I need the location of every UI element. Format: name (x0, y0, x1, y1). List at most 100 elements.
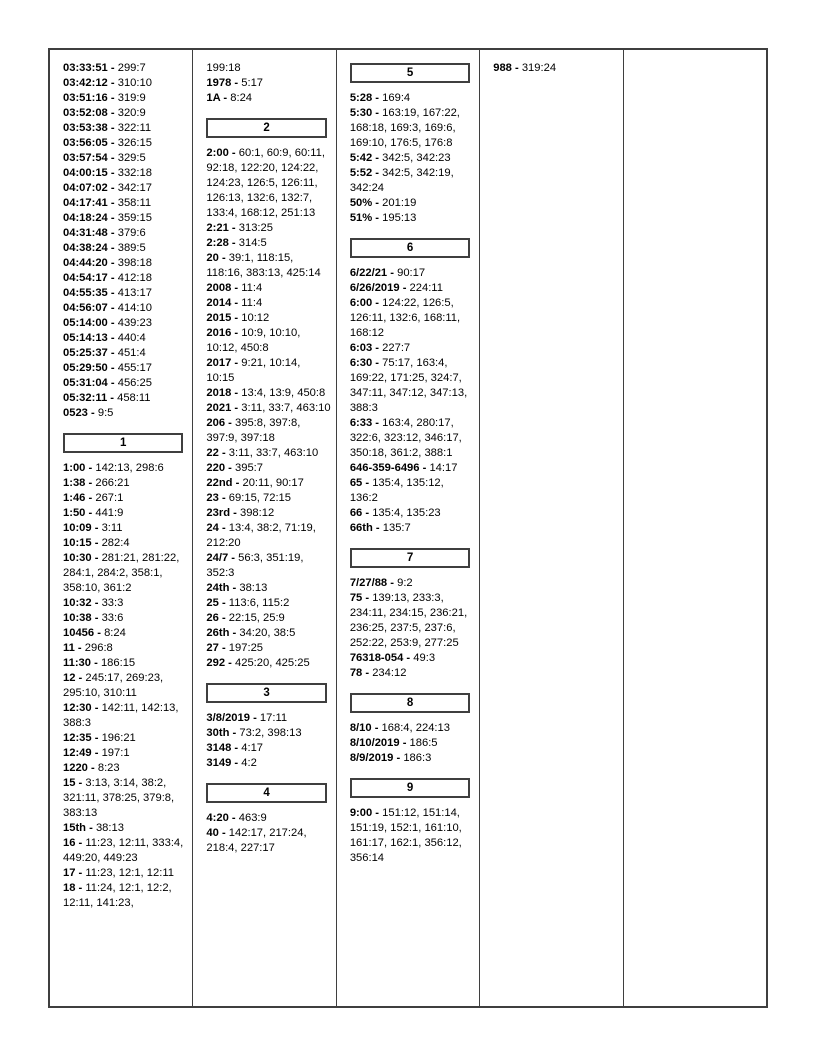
index-entry: 6:33 - 163:4, 280:17, 322:6, 323:12, 346… (349, 417, 462, 459)
index-entry: 1:50 - 441:9 (63, 507, 124, 519)
index-term: 22 - (206, 447, 229, 459)
index-term: 04:17:41 - (63, 197, 118, 209)
index-entry: 22 - 3:11, 33:7, 463:10 (206, 447, 319, 459)
index-term: 2:21 - (206, 222, 239, 234)
index-entry: 04:17:41 - 358:11 (63, 197, 152, 209)
index-entry: 4:20 - 463:9 (206, 812, 267, 824)
index-entry: 03:53:38 - 322:11 (63, 122, 152, 134)
index-term: 66 - (349, 507, 373, 519)
index-term: 03:53:38 - (63, 122, 118, 134)
index-term: 03:56:05 - (63, 137, 118, 149)
index-entry: 04:31:48 - 379:6 (63, 227, 146, 239)
index-entry: 03:52:08 - 320:9 (63, 107, 146, 119)
index-term: 6/26/2019 - (349, 282, 410, 294)
section-header-box: 7 (349, 548, 471, 568)
index-term: 18 - (63, 882, 86, 894)
index-term: 2021 - (206, 402, 242, 414)
index-entry: 2018 - 13:4, 13:9, 450:8 (206, 387, 326, 399)
index-entry: 1220 - 8:23 (63, 762, 120, 774)
index-term: 12:30 - (63, 702, 102, 714)
index-entry: 05:14:00 - 439:23 (63, 317, 152, 329)
index-entry: 75 - 139:13, 233:3, 234:11, 234:15, 236:… (349, 592, 468, 649)
index-entry: 11:30 - 186:15 (63, 657, 136, 669)
index-term: 03:33:51 - (63, 62, 118, 74)
index-entry: 40 - 142:17, 217:24, 218:4, 227:17 (206, 827, 307, 854)
index-entry: 7/27/88 - 9:2 (349, 577, 413, 589)
index-entry: 24 - 13:4, 38:2, 71:19, 212:20 (206, 522, 316, 549)
index-term: 5:30 - (349, 107, 383, 119)
index-term: 25 - (206, 597, 229, 609)
section-header-box: 2 (206, 118, 327, 138)
index-column-3: 5 5:28 - 169:4 5:30 - 163:19, 167:22, 168:… (337, 50, 481, 1006)
index-entry: 2017 - 9:21, 10:14, 10:15 (206, 357, 301, 384)
index-entry: 15 - 3:13, 3:14, 38:2, 321:11, 378:25, 3… (63, 777, 175, 819)
index-term: 05:31:04 - (63, 377, 118, 389)
index-entry: 26th - 34:20, 38:5 (206, 627, 296, 639)
index-entry: 17 - 11:23, 12:1, 12:11 (63, 867, 174, 879)
index-entry: 2015 - 10:12 (206, 312, 270, 324)
index-term: 8/10 - (349, 722, 382, 734)
index-term: 0523 - (63, 407, 98, 419)
index-term: 3/8/2019 - (206, 712, 260, 724)
index-entry: 10:15 - 282:4 (63, 537, 130, 549)
index-term: 2008 - (206, 282, 242, 294)
index-term: 30th - (206, 727, 240, 739)
index-term: 6:30 - (349, 357, 383, 369)
index-entry: 04:07:02 - 342:17 (63, 182, 152, 194)
index-entry: 1978 - 5:17 (206, 77, 264, 89)
index-term: 292 - (206, 657, 236, 669)
index-term: 50% - (349, 197, 383, 209)
index-column-5 (624, 50, 766, 1006)
index-term: 1978 - (206, 77, 242, 89)
index-term: 646-359-6496 - (349, 462, 430, 474)
index-entry: 6/22/21 - 90:17 (349, 267, 426, 279)
index-entry: 03:57:54 - 329:5 (63, 152, 146, 164)
index-entry: 5:30 - 163:19, 167:22, 168:18, 169:3, 16… (349, 107, 460, 149)
index-term: 1220 - (63, 762, 98, 774)
index-entry: 15th - 38:13 (63, 822, 124, 834)
index-entry: 2:28 - 314:5 (206, 237, 267, 249)
index-entry: 12:35 - 196:21 (63, 732, 136, 744)
index-term: 23rd - (206, 507, 240, 519)
section-header-box: 3 (206, 683, 327, 703)
index-term: 11 - (63, 642, 85, 654)
index-term: 10:30 - (63, 552, 102, 564)
index-entry: 04:38:24 - 389:5 (63, 242, 146, 254)
index-term: 04:18:24 - (63, 212, 118, 224)
index-entry: 206 - 395:8, 397:8, 397:9, 397:18 (206, 417, 301, 444)
index-entry: 6/26/2019 - 224:11 (349, 282, 443, 294)
index-entry: 05:25:37 - 451:4 (63, 347, 146, 359)
section-header-box: 1 (63, 433, 184, 453)
index-term: 1:00 - (63, 462, 96, 474)
index-entry: 10:32 - 33:3 (63, 597, 124, 609)
index-term: 1:38 - (63, 477, 96, 489)
index-entry: 26 - 22:15, 25:9 (206, 612, 285, 624)
index-term: 4:20 - (206, 812, 239, 824)
index-entry: 22nd - 20:11, 90:17 (206, 477, 304, 489)
index-term: 6:33 - (349, 417, 383, 429)
index-entry: 78 - 234:12 (349, 667, 407, 679)
index-term: 04:31:48 - (63, 227, 118, 239)
index-entry: 03:33:51 - 299:7 (63, 62, 146, 74)
index-term: 10456 - (63, 627, 105, 639)
index-entry: 0523 - 9:5 (63, 407, 114, 419)
index-entry: 5:42 - 342:5, 342:23 (349, 152, 451, 164)
section-header-box: 5 (349, 63, 471, 83)
index-entry: 24th - 38:13 (206, 582, 268, 594)
index-term: 3148 - (206, 742, 242, 754)
index-term: 6/22/21 - (349, 267, 398, 279)
index-term: 15 - (63, 777, 86, 789)
index-term: 2014 - (206, 297, 242, 309)
index-entry: 3149 - 4:2 (206, 757, 257, 769)
index-entry: 23 - 69:15, 72:15 (206, 492, 292, 504)
index-entry: 03:56:05 - 326:15 (63, 137, 152, 149)
index-term: 3149 - (206, 757, 242, 769)
index-term: 2:00 - (206, 147, 239, 159)
index-term: 2015 - (206, 312, 242, 324)
index-term: 75 - (349, 592, 373, 604)
index-term: 11:30 - (63, 657, 101, 669)
index-entry: 04:44:20 - 398:18 (63, 257, 152, 269)
index-term: 5:52 - (349, 167, 383, 179)
index-term: 7/27/88 - (349, 577, 398, 589)
